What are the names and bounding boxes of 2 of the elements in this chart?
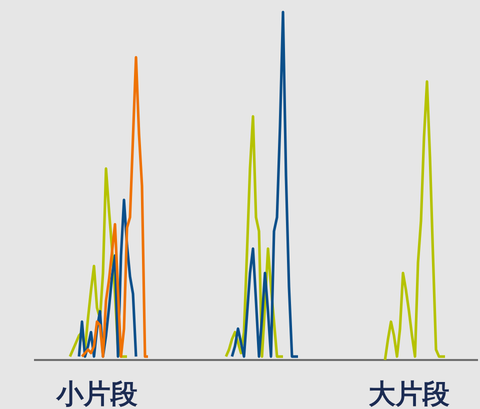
x-tick-label: 大片段	[368, 379, 450, 409]
x-tick-label: 小片段	[56, 379, 138, 409]
